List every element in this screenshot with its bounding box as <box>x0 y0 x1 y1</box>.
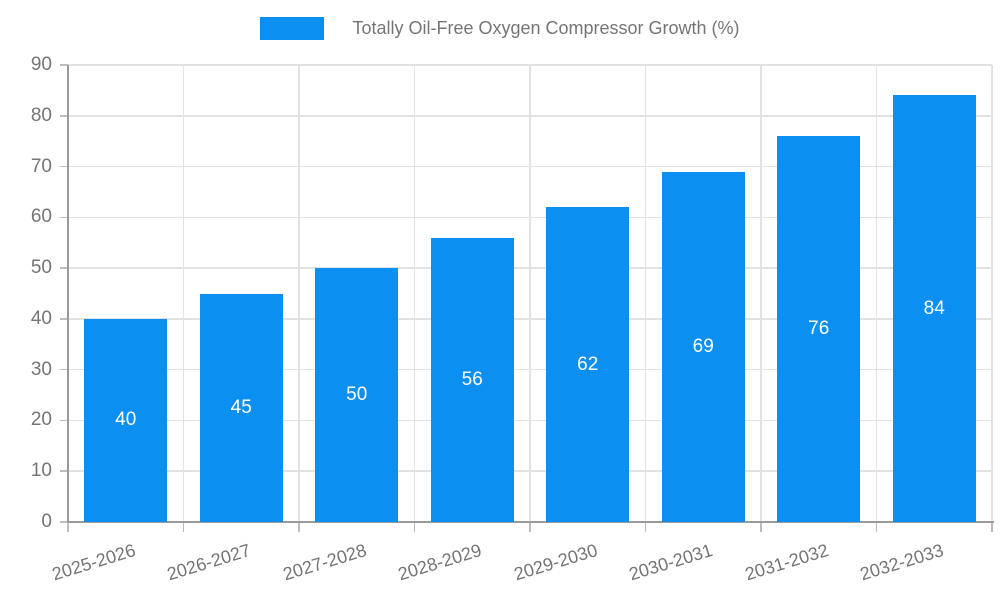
y-axis-tick <box>60 368 68 371</box>
gridline-vertical <box>991 65 993 522</box>
legend-swatch-icon <box>260 17 325 40</box>
bar[interactable]: 40 <box>84 318 168 522</box>
y-tick-label: 90 <box>30 54 52 75</box>
bar[interactable]: 84 <box>892 95 976 522</box>
y-axis-tick <box>60 267 68 269</box>
y-tick-label: 20 <box>30 409 52 431</box>
gridline-vertical <box>529 65 531 522</box>
bar[interactable]: 62 <box>546 207 630 522</box>
bar[interactable]: 50 <box>315 268 399 522</box>
y-axis-line <box>67 65 69 523</box>
bar-value-label: 76 <box>808 318 830 340</box>
bar-value-label: 40 <box>115 409 137 431</box>
y-axis-tick <box>60 115 68 117</box>
y-tick-label: 50 <box>30 257 52 279</box>
x-axis-tick <box>875 522 878 532</box>
y-tick-label: 40 <box>30 307 52 329</box>
bar-value-label: 56 <box>461 368 483 390</box>
bar-value-label: 45 <box>230 396 252 418</box>
y-tick-label: 80 <box>30 104 52 126</box>
gridline-vertical <box>875 65 878 522</box>
bar[interactable]: 76 <box>777 136 861 522</box>
x-axis-tick <box>644 522 647 532</box>
bar-value-label: 50 <box>346 384 368 406</box>
y-axis-tick <box>60 165 68 168</box>
y-axis-tick <box>60 419 68 422</box>
y-axis-tick <box>60 470 68 472</box>
x-axis-tick <box>760 522 762 532</box>
gridline-vertical <box>413 65 416 522</box>
x-axis-tick <box>182 522 185 532</box>
bar[interactable]: 69 <box>661 171 745 522</box>
gridline-vertical <box>644 65 647 522</box>
bar-value-label: 62 <box>577 353 599 375</box>
x-axis-tick <box>67 522 69 532</box>
x-axis-tick <box>991 522 993 532</box>
bar[interactable]: 45 <box>199 293 283 522</box>
y-tick-label: 60 <box>30 206 52 228</box>
gridline-vertical <box>182 65 185 522</box>
gridline-vertical <box>298 65 300 522</box>
y-tick-label: 10 <box>30 460 52 482</box>
y-axis-tick <box>60 216 68 219</box>
legend-item[interactable]: Totally Oil-Free Oxygen Compressor Growt… <box>260 17 740 40</box>
x-axis-tick <box>298 522 300 532</box>
chart-legend: Totally Oil-Free Oxygen Compressor Growt… <box>0 17 1000 40</box>
y-axis-tick <box>60 521 68 523</box>
y-axis-tick <box>60 318 68 320</box>
y-axis-tick <box>60 64 68 66</box>
y-tick-label: 0 <box>41 511 52 532</box>
x-axis-tick <box>529 522 531 532</box>
y-tick-label: 30 <box>30 358 52 380</box>
bar[interactable]: 56 <box>430 237 514 522</box>
bar-value-label: 84 <box>923 297 945 319</box>
x-axis-line <box>67 521 994 523</box>
bar-value-label: 69 <box>692 335 714 357</box>
y-tick-label: 70 <box>30 155 52 177</box>
gridline-vertical <box>760 65 762 522</box>
legend-label: Totally Oil-Free Oxygen Compressor Growt… <box>352 18 740 38</box>
x-axis-tick <box>413 522 416 532</box>
